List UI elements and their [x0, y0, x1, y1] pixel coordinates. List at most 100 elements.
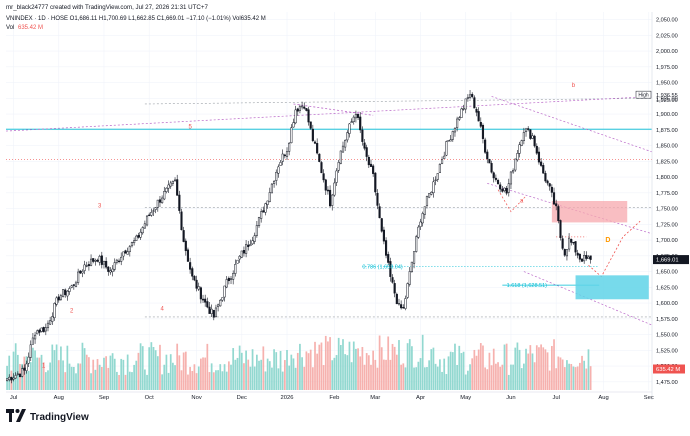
candle-body — [374, 172, 377, 193]
volume-bar — [488, 352, 491, 390]
candle-body — [307, 109, 310, 123]
candle-body — [94, 260, 97, 262]
volume-bar — [154, 350, 157, 390]
target-zone-box — [575, 275, 649, 300]
volume-bar — [290, 354, 293, 390]
volume-bar — [327, 341, 329, 390]
volume-bar — [189, 366, 191, 390]
volume-bar — [561, 359, 564, 390]
candle-body — [61, 289, 65, 297]
y-tick-label: 1,475.00 — [656, 380, 678, 386]
candle-body — [247, 244, 250, 248]
volume-bar — [251, 349, 254, 390]
candle-body — [352, 116, 355, 122]
candle-body — [87, 264, 90, 267]
candle-body — [322, 173, 325, 181]
candle-body — [249, 244, 252, 246]
volume-bar — [161, 374, 163, 390]
volume-bar — [32, 347, 34, 390]
candle-body — [346, 132, 349, 141]
volume-bar — [471, 358, 474, 390]
volume-bar — [66, 345, 69, 390]
volume-bar — [538, 347, 540, 390]
wave-label: 3 — [98, 203, 102, 209]
top-connector-line — [293, 103, 374, 116]
volume-bar — [253, 366, 256, 390]
candle-body — [176, 179, 179, 196]
volume-bar — [8, 355, 11, 390]
candle-body — [378, 206, 381, 219]
candle-body — [68, 288, 71, 292]
volume-bar — [486, 369, 489, 390]
volume-bar — [514, 347, 517, 390]
volume-bar — [370, 364, 372, 390]
channel-line-upper — [491, 96, 653, 153]
candle-body — [294, 109, 297, 124]
volume-bar — [197, 366, 200, 390]
volume-bar — [378, 335, 381, 390]
candle-body — [384, 240, 388, 256]
volume-bar — [365, 353, 368, 390]
volume-bar — [546, 352, 549, 390]
volume-bar — [264, 371, 267, 390]
volume-bar — [503, 344, 506, 390]
volume-bar — [387, 336, 390, 390]
volume-bar — [473, 349, 476, 390]
candle-body — [440, 159, 444, 164]
volume-bar — [268, 361, 271, 390]
candle-body — [292, 122, 295, 128]
y-tick-label: 1,975.00 — [656, 65, 678, 71]
volume-bar — [507, 374, 510, 390]
candle-body — [494, 177, 497, 180]
candle-body — [214, 307, 218, 317]
candle-body — [501, 188, 504, 192]
candle-body — [339, 150, 342, 164]
candle-body — [473, 97, 476, 109]
candle-body — [21, 368, 24, 377]
volume-bar — [527, 353, 530, 390]
volume-tag-value: 635.42 M — [656, 367, 680, 373]
channel-line-mid — [487, 183, 653, 235]
candle-body — [111, 268, 114, 272]
candle-body — [199, 287, 202, 300]
volume-bar — [367, 355, 370, 390]
candle-body — [38, 329, 41, 333]
volume-bar — [441, 371, 443, 390]
candle-body — [305, 108, 308, 111]
x-tick-label: Dec — [237, 395, 247, 401]
volume-bar — [232, 348, 235, 390]
candle-body — [133, 240, 136, 244]
candle-body — [143, 223, 146, 229]
candle-body — [587, 256, 590, 259]
volume-bar — [460, 353, 463, 390]
volume-bar — [531, 353, 534, 390]
volume-bar — [432, 347, 435, 390]
candle-body — [232, 273, 235, 280]
candle-body — [318, 153, 321, 162]
candle-body — [389, 261, 392, 277]
volume-bar — [245, 350, 247, 390]
y-tick-label: 1,900.00 — [656, 112, 678, 118]
volume-bar — [329, 337, 331, 390]
volume-bar — [587, 349, 590, 390]
candle-body — [8, 376, 11, 381]
candle-body — [583, 255, 586, 262]
candle-body — [430, 191, 433, 195]
candle-body — [285, 151, 289, 157]
volume-bar — [277, 368, 280, 390]
candle-body — [357, 114, 360, 118]
candle-body — [163, 191, 166, 200]
fib-label: 0.786 (1,658.04) — [362, 264, 403, 270]
x-tick-label: Feb — [329, 395, 339, 401]
volume-bar — [85, 354, 88, 390]
volume-bar — [339, 345, 342, 390]
volume-bar — [413, 367, 415, 390]
volume-bar — [563, 367, 566, 390]
volume-bar — [411, 346, 413, 390]
volume-bar — [116, 371, 118, 390]
candle-body — [64, 289, 67, 296]
candle-body — [158, 199, 162, 203]
candle-body — [124, 250, 127, 254]
brand-name: TradingView — [30, 412, 89, 423]
candle-body — [102, 260, 106, 265]
